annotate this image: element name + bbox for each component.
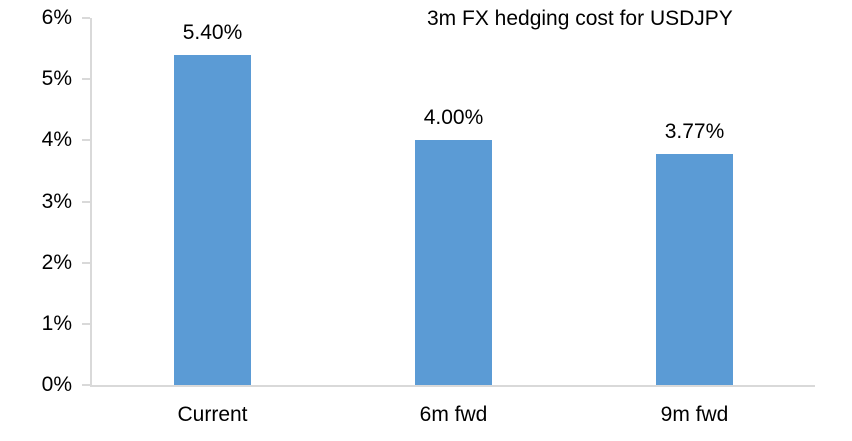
y-axis-tick <box>82 261 90 264</box>
bar-value-label: 3.77% <box>664 120 725 144</box>
y-axis-tick <box>82 139 90 142</box>
x-axis-line <box>90 385 815 387</box>
y-axis-tick <box>82 17 90 19</box>
y-axis-tick-label: 0% <box>41 373 72 396</box>
y-axis-tick <box>82 78 90 81</box>
bar-value-label: 4.00% <box>423 106 484 130</box>
y-axis-tick-label: 6% <box>41 6 72 29</box>
y-axis-tick <box>82 384 90 386</box>
y-axis-tick-label: 3% <box>41 189 72 213</box>
x-axis-category-label: 9m fwd <box>660 403 729 426</box>
y-axis-line <box>90 18 92 385</box>
y-axis-tick-label: 4% <box>41 128 72 152</box>
y-axis-tick-label: 2% <box>41 250 72 274</box>
y-axis-tick-label: 5% <box>41 67 72 91</box>
y-axis-tick <box>82 322 90 325</box>
y-axis-tick <box>82 200 90 203</box>
y-axis-tick-label: 1% <box>41 311 72 335</box>
chart-title: 3m FX hedging cost for USDJPY <box>427 7 733 30</box>
bar-9m-fwd <box>656 154 733 385</box>
bar-value-label: 5.40% <box>182 20 243 44</box>
bar-current <box>174 54 251 385</box>
x-axis-category-label: Current <box>177 403 248 426</box>
x-axis-category-label: 6m fwd <box>419 403 488 426</box>
bar-6m-fwd <box>415 140 492 385</box>
